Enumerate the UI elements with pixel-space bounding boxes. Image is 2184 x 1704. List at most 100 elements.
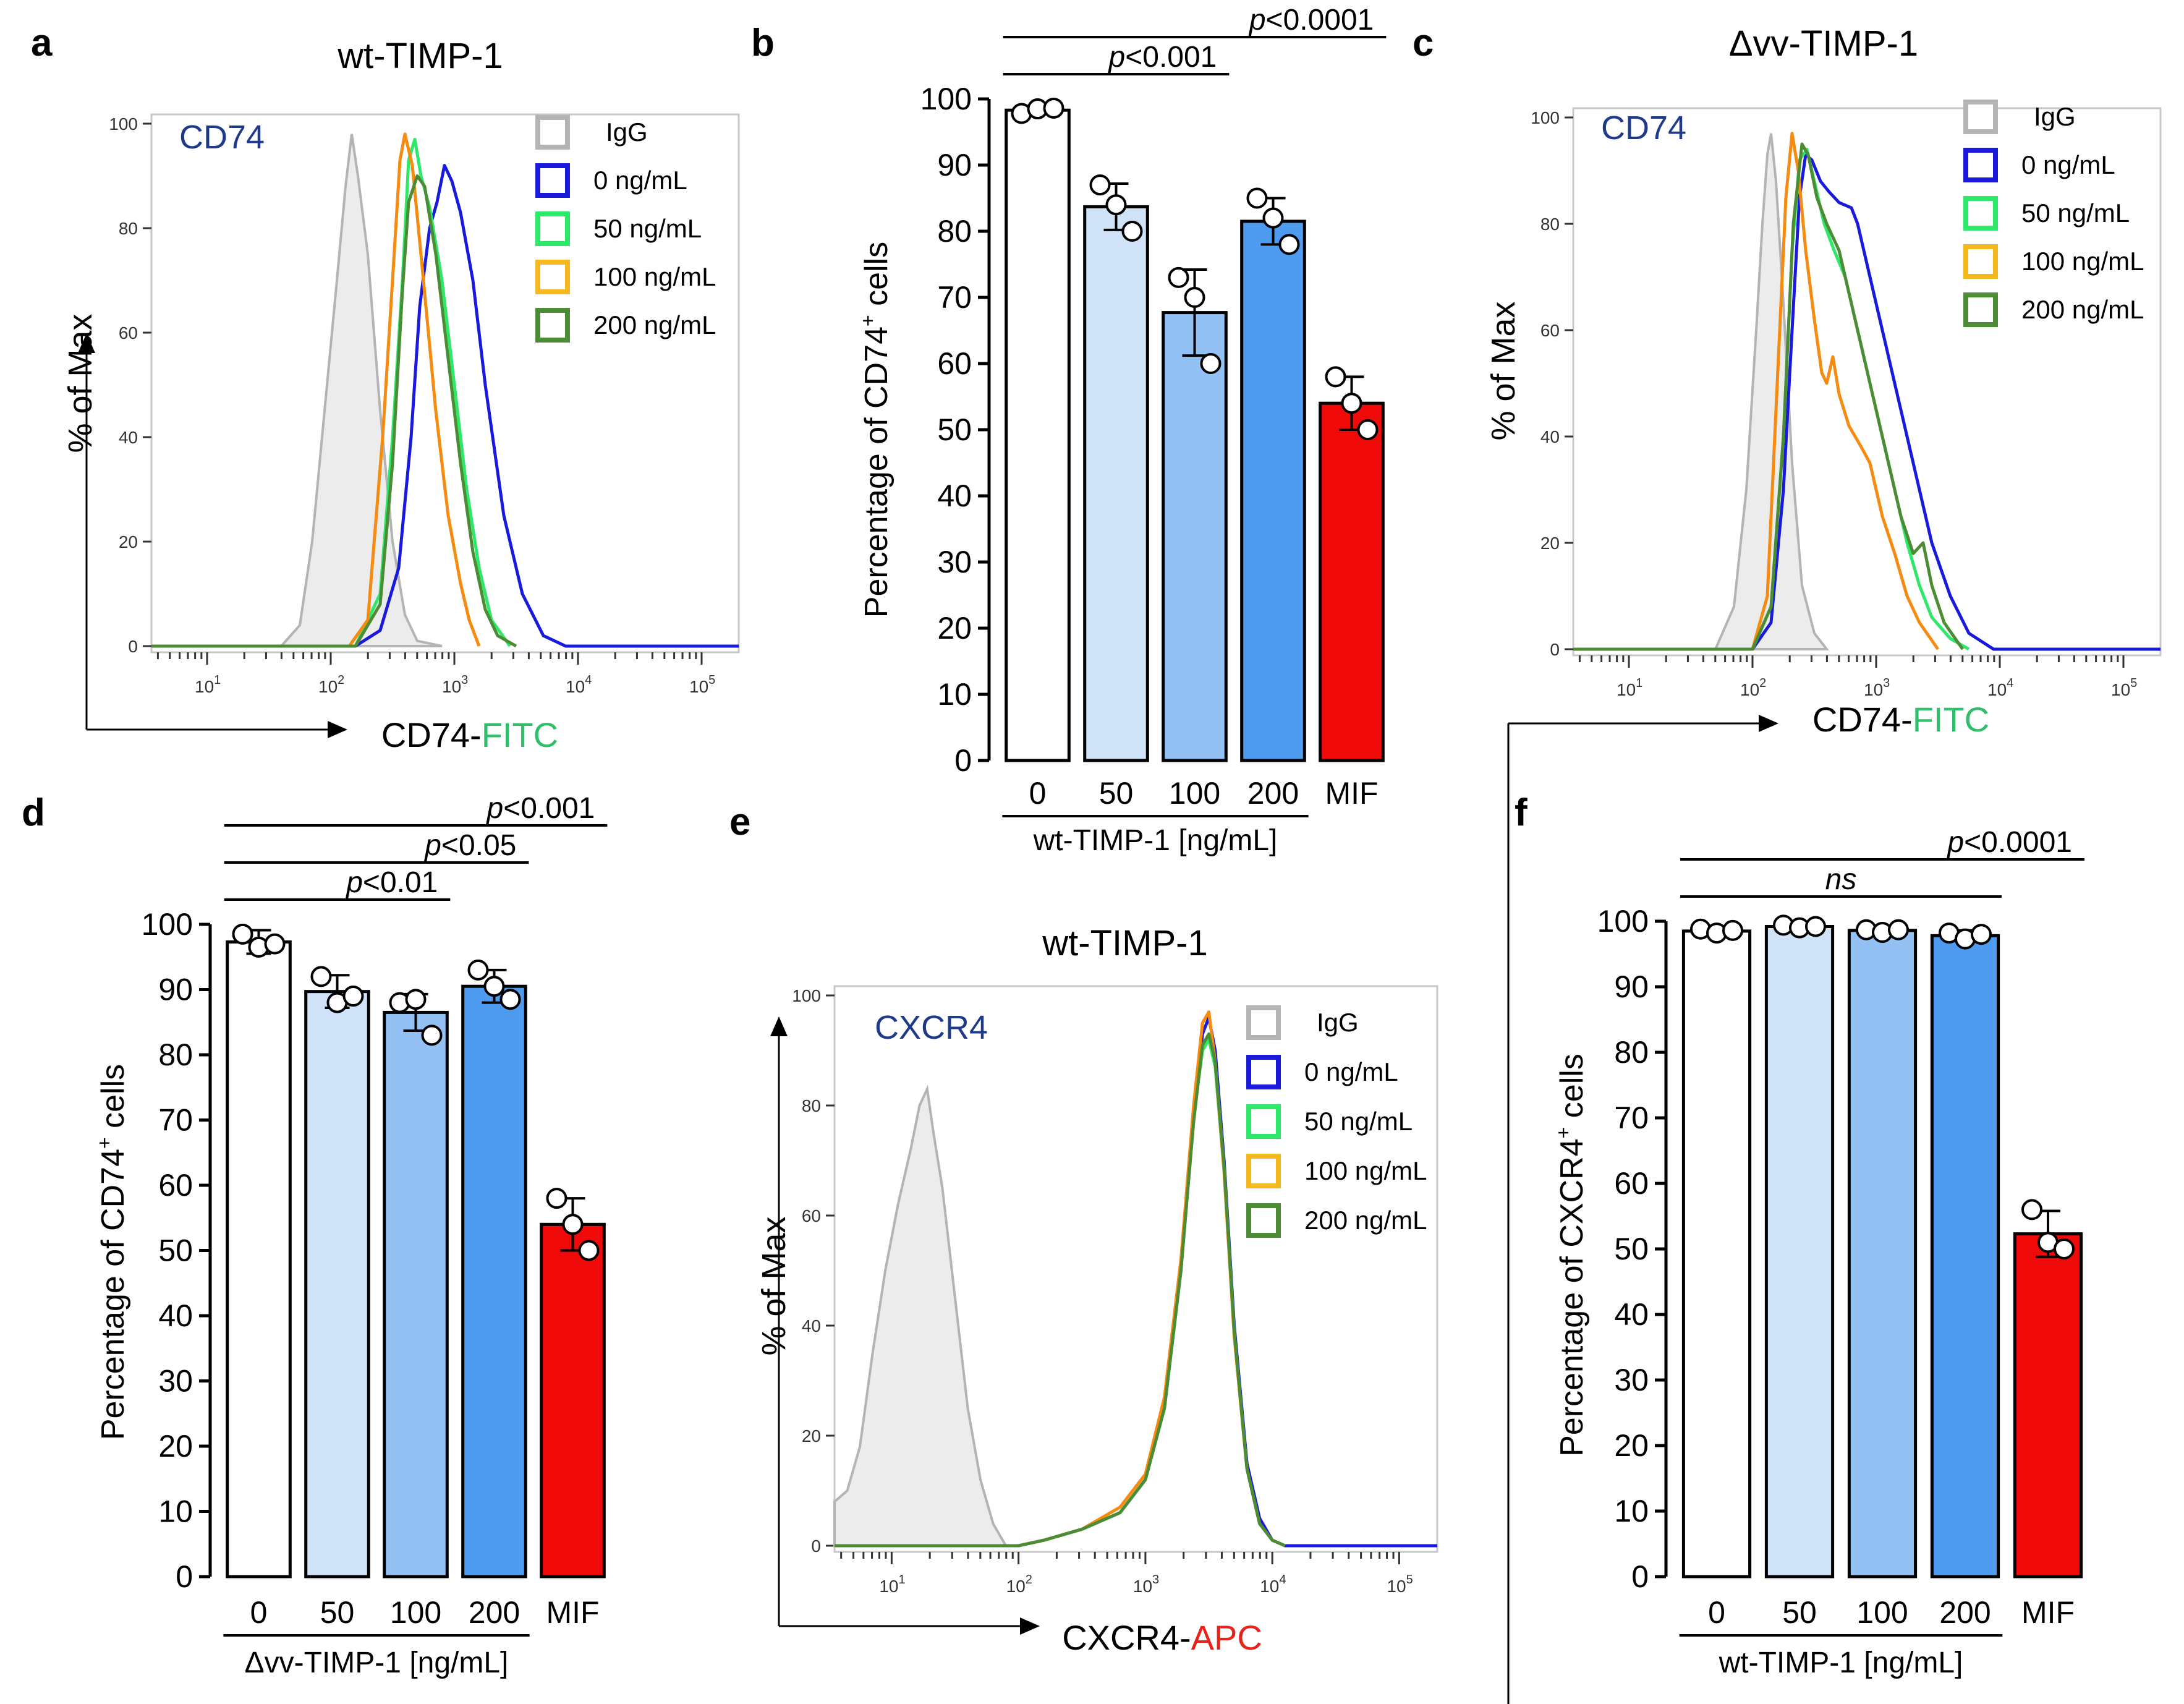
series-c200-line xyxy=(151,174,517,648)
x-tick-label: 105 xyxy=(1387,1573,1413,1596)
plot-frame xyxy=(150,113,740,654)
p-symbol: p xyxy=(1248,4,1266,36)
x-tick-base: 10 xyxy=(1864,680,1883,699)
y-tick-label: 10 xyxy=(158,1494,193,1529)
data-point xyxy=(1168,266,1189,288)
x-tick-base: 10 xyxy=(1740,680,1759,699)
legend-swatch xyxy=(1963,196,1998,231)
series-c0-line xyxy=(151,164,739,648)
panel-d-bar-chart: 0 10 20 30 40 50 60 70 80 90 100 Percentage of CD74… xyxy=(93,792,608,1679)
legend-label: 100 ng/mL xyxy=(2021,247,2144,276)
x-axis-label-fluor: FITC xyxy=(482,715,558,754)
x-tick-label: 101 xyxy=(1617,676,1642,699)
chart-title: Δvv-TIMP-1 xyxy=(1729,23,1918,64)
data-point xyxy=(499,989,521,1010)
y-tick-label: 20 xyxy=(119,532,138,552)
legend-swatch xyxy=(535,163,570,198)
x-tick-base: 10 xyxy=(1387,1577,1406,1596)
data-point xyxy=(546,1188,567,1209)
data-point xyxy=(1722,919,1743,941)
bar-0 xyxy=(1681,929,1752,1578)
x-tick-base: 10 xyxy=(442,677,461,696)
x-tick-exponent: 4 xyxy=(585,673,592,687)
legend-label: 50 ng/mL xyxy=(593,214,702,243)
x-tick-exponent: 1 xyxy=(214,673,221,687)
y-tick-label: 10 xyxy=(937,677,972,712)
y-tick-label: 60 xyxy=(1614,1166,1649,1201)
x-tick-exponent: 5 xyxy=(1406,1573,1413,1587)
data-point xyxy=(1357,419,1379,440)
y-axis-label-tail: cells xyxy=(1554,1054,1590,1127)
category-label: 0 xyxy=(250,1595,268,1630)
y-axis-arrowhead xyxy=(770,1016,788,1036)
panel-letter-f: f xyxy=(1515,791,1528,834)
y-tick-label: 100 xyxy=(109,114,138,134)
y-tick-label: 40 xyxy=(1540,427,1560,446)
y-axis-label-tail: cells xyxy=(859,242,894,315)
legend-swatch xyxy=(1963,292,1998,327)
y-tick-label: 80 xyxy=(1614,1035,1649,1070)
y-tick-label: 50 xyxy=(937,412,972,447)
y-tick-label: 10 xyxy=(1614,1494,1649,1528)
y-tick-label: 0 xyxy=(1631,1559,1649,1594)
y-axis-label: Percentage of CD74+ cells xyxy=(93,1064,131,1440)
data-point xyxy=(562,1214,584,1235)
panel-letter-e: e xyxy=(729,801,750,843)
panel-letter-a: a xyxy=(31,22,53,64)
y-tick-label: 60 xyxy=(937,346,972,381)
data-point xyxy=(1341,393,1362,414)
legend-swatch xyxy=(1246,1055,1281,1089)
p-symbol: p xyxy=(486,792,504,825)
data-point xyxy=(1200,353,1222,374)
legend-label: IgG xyxy=(606,117,648,147)
x-tick-label: 104 xyxy=(566,673,592,696)
panel-letter-b: b xyxy=(751,22,775,64)
category-label: 200 xyxy=(1939,1595,1991,1630)
y-axis-label-tail: cells xyxy=(95,1064,131,1137)
y-tick-label: 70 xyxy=(1614,1101,1649,1135)
y-tick-label: 80 xyxy=(937,214,972,249)
data-point xyxy=(483,976,505,997)
y-axis-label: Percentage of CD74+ cells xyxy=(857,242,894,618)
x-tick-label: 102 xyxy=(318,673,344,696)
p-value: <0.0001 xyxy=(1964,826,2072,859)
bar-200 xyxy=(1930,934,2000,1578)
p-value-label: ns xyxy=(1825,863,1857,896)
x-tick-label: 101 xyxy=(879,1573,905,1596)
legend-swatch xyxy=(1963,244,1998,279)
y-tick-label: 20 xyxy=(937,611,972,645)
p-value-label: p<0.01 xyxy=(345,866,438,899)
marker-label: CD74 xyxy=(1601,109,1686,147)
x-tick-label: 102 xyxy=(1006,1573,1032,1596)
x-tick-base: 10 xyxy=(689,677,708,696)
series-c100-line xyxy=(1573,132,1940,651)
category-label: 50 xyxy=(1099,776,1134,811)
x-tick-base: 10 xyxy=(566,677,585,696)
y-axis-label: % of Max xyxy=(755,1216,792,1355)
y-tick-label: 80 xyxy=(1540,215,1560,234)
p-value: ns xyxy=(1825,863,1857,896)
y-axis-label-sup: + xyxy=(857,315,879,326)
p-value-label: p<0.0001 xyxy=(1248,4,1374,36)
data-point xyxy=(1121,221,1143,242)
data-point xyxy=(2054,1238,2075,1259)
y-tick-label: 0 xyxy=(811,1536,821,1556)
x-tick-exponent: 5 xyxy=(2130,676,2137,690)
x-tick-base: 10 xyxy=(1133,1577,1152,1596)
bar-200 xyxy=(461,984,527,1578)
legend-swatch xyxy=(1963,100,1998,134)
x-tick-label: 104 xyxy=(1260,1573,1286,1596)
y-tick-label: 60 xyxy=(158,1168,193,1203)
p-value: <0.05 xyxy=(441,829,516,862)
y-axis-label-sup: + xyxy=(1552,1127,1574,1139)
group-label: wt-TIMP-1 [ng/mL] xyxy=(1033,824,1278,857)
x-tick-label: 105 xyxy=(2111,676,2137,699)
x-axis-label-marker: CXCR4- xyxy=(1062,1618,1191,1657)
x-axis-label-fluor: FITC xyxy=(1913,700,1989,739)
x-tick-label: 102 xyxy=(1740,676,1766,699)
y-tick-label: 20 xyxy=(158,1429,193,1463)
data-point xyxy=(1089,174,1111,196)
